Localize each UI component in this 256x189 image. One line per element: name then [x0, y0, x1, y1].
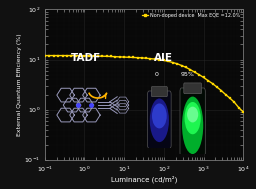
FancyBboxPatch shape: [147, 91, 171, 148]
FancyBboxPatch shape: [184, 83, 201, 94]
FancyBboxPatch shape: [180, 88, 205, 156]
Ellipse shape: [150, 98, 169, 142]
Legend: Non-doped device  Max EQE =12.0%: Non-doped device Max EQE =12.0%: [141, 12, 241, 19]
FancyBboxPatch shape: [151, 87, 167, 97]
X-axis label: Luminance (cd/m²): Luminance (cd/m²): [111, 176, 177, 184]
Ellipse shape: [152, 103, 167, 128]
Text: AIE: AIE: [154, 53, 173, 63]
Ellipse shape: [182, 97, 203, 154]
Text: TADF: TADF: [71, 53, 101, 63]
Ellipse shape: [187, 107, 198, 122]
Ellipse shape: [185, 102, 201, 134]
Text: 95%: 95%: [181, 72, 195, 77]
Y-axis label: External Quantum Efficiency (%): External Quantum Efficiency (%): [17, 33, 22, 136]
Text: 0: 0: [155, 72, 159, 77]
